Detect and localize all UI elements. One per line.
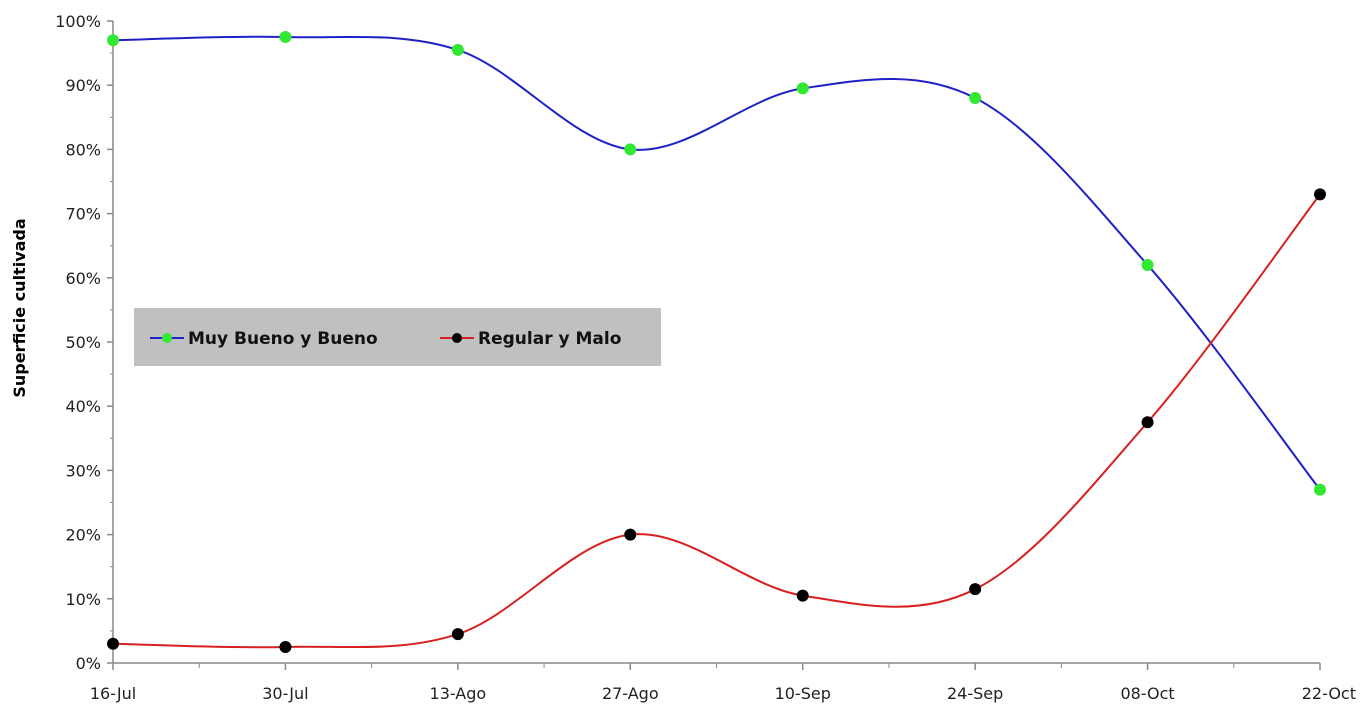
legend-box xyxy=(134,308,661,366)
x-tick-label: 24-Sep xyxy=(947,684,1003,703)
legend-swatch-marker xyxy=(452,333,462,343)
x-axis-ticks: 16-Jul 30-Jul 13-Ago 27-Ago 10-Sep 24-Sep 08-O… xyxy=(90,663,1356,703)
data-point-series-2 xyxy=(1141,416,1154,429)
data-point-series-2 xyxy=(1314,188,1326,201)
y-tick-label: 40% xyxy=(65,397,101,416)
legend-items: Muy Bueno y Bueno Regular y Malo xyxy=(150,329,621,349)
data-point-series-2 xyxy=(796,589,809,602)
data-point-series-2 xyxy=(279,640,292,653)
x-tick-label: 13-Ago xyxy=(430,684,487,703)
y-tick-label: 30% xyxy=(65,461,101,480)
data-point-series-1 xyxy=(624,143,637,156)
y-tick-label: 90% xyxy=(65,76,101,95)
legend-label: Regular y Malo xyxy=(478,329,621,349)
data-point-series-2 xyxy=(969,583,982,596)
y-tick-label: 80% xyxy=(65,140,101,159)
y-tick-label: 20% xyxy=(65,526,101,545)
series-line-2 xyxy=(112,193,1321,649)
data-point-series-1 xyxy=(796,82,809,95)
data-point-series-1 xyxy=(451,43,464,56)
data-point-series-2 xyxy=(624,528,637,541)
y-tick-label: 70% xyxy=(65,205,101,224)
data-point-series-1 xyxy=(1314,483,1326,496)
y-tick-label: 100% xyxy=(55,12,101,31)
x-tick-label: 22-Oct xyxy=(1302,684,1356,703)
x-tick-label: 08-Oct xyxy=(1120,684,1174,703)
data-point-series-1 xyxy=(279,31,292,44)
legend: Muy Bueno y Bueno Regular y Malo xyxy=(134,308,661,366)
y-tick-label: 0% xyxy=(76,654,101,673)
legend-label: Muy Bueno y Bueno xyxy=(188,329,378,349)
y-axis-title: Superficie cultivada xyxy=(10,218,29,397)
data-point-series-1 xyxy=(1141,258,1154,271)
data-point-series-1 xyxy=(107,34,119,47)
x-tick-label: 16-Jul xyxy=(90,684,136,703)
x-tick-label: 30-Jul xyxy=(262,684,308,703)
y-tick-label: 60% xyxy=(65,269,101,288)
x-tick-label: 27-Ago xyxy=(602,684,659,703)
y-tick-label: 10% xyxy=(65,590,101,609)
data-point-series-2 xyxy=(107,637,119,650)
x-tick-label: 10-Sep xyxy=(775,684,831,703)
y-tick-label: 50% xyxy=(65,333,101,352)
data-point-series-1 xyxy=(969,92,982,105)
y-axis-ticks: 0% 10% 20% 30% 40% 50% 60% 70% 80% 90% 100% xyxy=(55,12,113,673)
series-line-1 xyxy=(112,35,1321,491)
series-markers xyxy=(107,31,1326,653)
data-point-series-2 xyxy=(451,628,464,641)
legend-swatch-marker xyxy=(162,333,172,343)
